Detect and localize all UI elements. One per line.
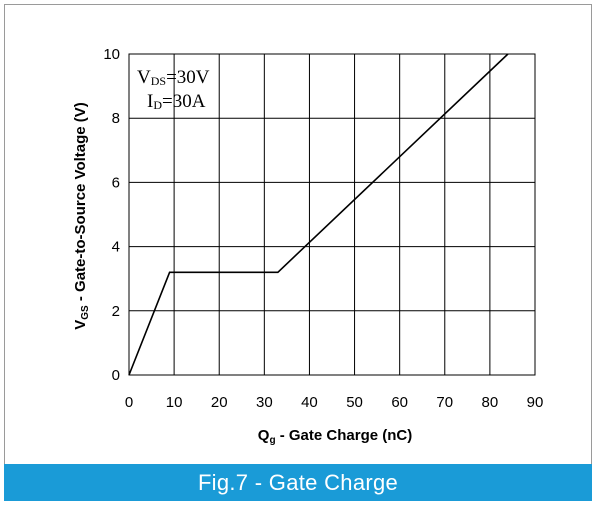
plot-border	[128, 53, 536, 376]
y-axis-title-sub: GS	[80, 305, 91, 320]
figure-caption: Fig.7 - Gate Charge	[197, 469, 399, 495]
x-tick-label: 50	[346, 394, 363, 411]
x-axis-title-rest: - Gate Charge (nC)	[276, 427, 413, 444]
annotation-id: ID=30A	[147, 91, 206, 112]
annotation-vds-main: V	[137, 67, 151, 88]
y-axis-title-main: V	[72, 320, 89, 330]
annotation-id-main: I	[147, 91, 153, 112]
x-axis-title: Qg - Gate Charge (nC)	[258, 427, 412, 446]
y-tick-label: 0	[112, 367, 120, 384]
grid	[129, 54, 535, 375]
y-tick-label: 4	[112, 239, 120, 256]
y-axis-title: VGS - Gate-to-Source Voltage (V)	[72, 102, 91, 330]
annotation-vds: VDS=30V	[137, 67, 210, 88]
annotation-vds-rest: =30V	[166, 67, 210, 88]
annotation-id-sub: D	[153, 98, 162, 112]
x-tick-label: 10	[166, 394, 183, 411]
y-tick-label: 10	[103, 46, 120, 63]
x-tick-label: 90	[527, 394, 544, 411]
y-tick-label: 2	[112, 303, 120, 320]
x-tick-label: 20	[211, 394, 228, 411]
gate-charge-curve	[128, 53, 509, 376]
x-axis-title-sub: g	[269, 435, 275, 446]
x-tick-label: 40	[301, 394, 318, 411]
y-axis-title-rest: - Gate-to-Source Voltage (V)	[72, 102, 89, 305]
x-tick-label: 70	[436, 394, 453, 411]
annotation-id-rest: =30A	[162, 91, 206, 112]
x-tick-label: 80	[482, 394, 499, 411]
annotation-vds-sub: DS	[151, 74, 166, 88]
x-tick-label: 0	[125, 394, 133, 411]
x-tick-label: 60	[391, 394, 408, 411]
y-tick-label: 6	[112, 174, 120, 191]
x-tick-label: 30	[256, 394, 273, 411]
y-tick-label: 8	[112, 110, 120, 127]
tick-labels: 0 10 20 30 40 50 60 70 80 90 0 2 4 6 8 10	[103, 46, 543, 411]
caption-bar: Fig.7 - Gate Charge	[4, 464, 592, 501]
x-axis-title-main: Q	[258, 427, 270, 444]
